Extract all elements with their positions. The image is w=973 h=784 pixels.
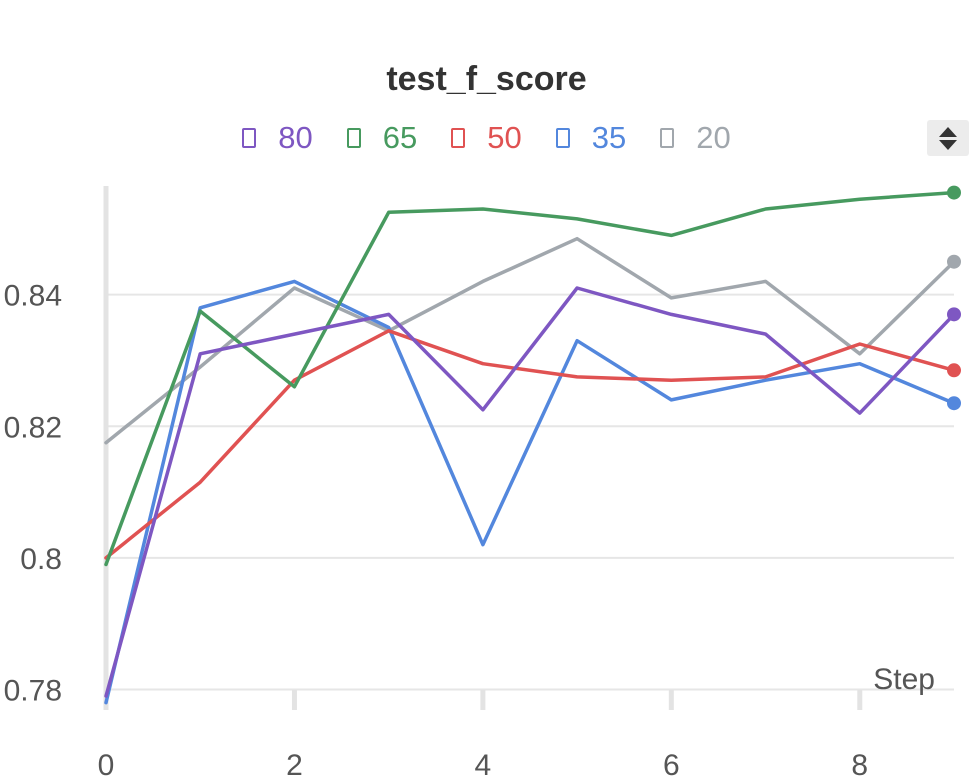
series-line-35: [104, 279, 956, 705]
legend-item-80[interactable]: 80: [242, 120, 313, 156]
series-end-point-20: [947, 254, 961, 269]
series-end-point-80: [947, 307, 961, 322]
x-tick-label: 8: [851, 749, 868, 782]
series-end-point-35: [947, 396, 961, 411]
x-tick-label: 0: [98, 749, 115, 782]
legend-item-65[interactable]: 65: [346, 120, 418, 156]
series-line-80: [104, 286, 956, 698]
legend-swatch: [555, 128, 570, 148]
legend-item-20[interactable]: 20: [660, 120, 731, 156]
legend-scroll-button[interactable]: [927, 120, 969, 156]
caret-up-icon: [939, 126, 957, 137]
legend-item-50[interactable]: 50: [451, 120, 522, 156]
series-end-point-50: [947, 363, 961, 378]
legend: 80 65 50 35 20: [0, 118, 973, 158]
x-tick-label: 4: [475, 749, 492, 782]
legend-label: 80: [278, 120, 313, 155]
series-end-point-65: [947, 185, 961, 200]
legend-swatch: [660, 128, 675, 148]
series-line-65: [104, 190, 956, 567]
x-tick-label: 6: [663, 749, 680, 782]
legend-swatch: [451, 128, 466, 148]
legend-swatch: [242, 128, 257, 148]
legend-label: 20: [696, 120, 731, 155]
chart-title: test_f_score: [386, 60, 587, 98]
legend-label: 35: [591, 120, 627, 155]
series-line-20: [104, 236, 956, 445]
y-tick-label: 0.82: [4, 411, 62, 444]
y-tick-label: 0.78: [4, 675, 62, 708]
x-tick-label: 2: [286, 749, 303, 782]
series-line-50: [104, 329, 956, 560]
x-axis-label: Step: [873, 663, 935, 696]
legend-item-35[interactable]: 35: [555, 120, 627, 156]
y-tick-label: 0.8: [20, 543, 62, 576]
caret-down-icon: [939, 139, 957, 150]
legend-label: 65: [382, 120, 418, 155]
y-tick-label: 0.84: [4, 280, 62, 313]
legend-swatch: [346, 128, 361, 148]
legend-label: 50: [487, 120, 522, 155]
